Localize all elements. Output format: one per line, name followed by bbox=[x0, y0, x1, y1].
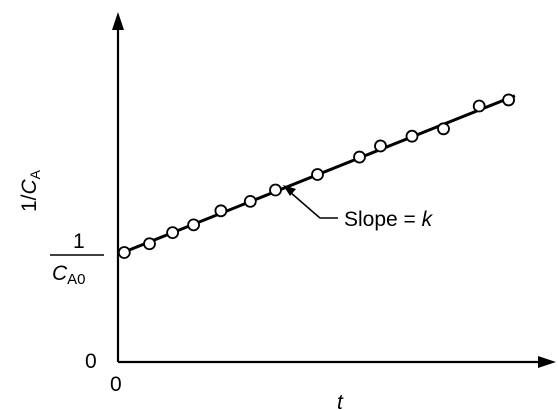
data-point-12 bbox=[472, 99, 486, 113]
slope-annotation-text: Slope = bbox=[344, 208, 422, 231]
slope-leader-line bbox=[289, 191, 338, 219]
intercept-denominator: CA0 bbox=[52, 262, 86, 288]
data-point-1 bbox=[143, 237, 156, 251]
y-axis-label-main: 1/ bbox=[18, 194, 41, 212]
y-tick-label-0: 0 bbox=[85, 350, 97, 373]
data-point-3 bbox=[187, 218, 201, 232]
data-point-9 bbox=[374, 139, 387, 153]
slope-annotation: Slope = k bbox=[344, 208, 434, 231]
x-axis-arrowhead bbox=[538, 356, 556, 368]
intercept-den-sub: A0 bbox=[67, 271, 85, 288]
data-point-6 bbox=[269, 183, 282, 197]
x-tick-label-0: 0 bbox=[110, 373, 122, 396]
slope-leader-arrowhead bbox=[283, 185, 296, 196]
data-point-5 bbox=[243, 194, 257, 208]
data-point-10 bbox=[405, 129, 419, 143]
y-axis-label-var: C bbox=[18, 178, 41, 194]
data-point-4 bbox=[214, 204, 228, 218]
data-point-11 bbox=[437, 122, 450, 136]
data-points bbox=[117, 93, 516, 259]
data-point-0 bbox=[117, 246, 131, 259]
intercept-numerator: 1 bbox=[73, 230, 85, 253]
y-axis-label-sub: A bbox=[27, 169, 43, 179]
x-axis-label: t bbox=[337, 391, 344, 410]
data-point-13 bbox=[502, 93, 516, 107]
data-point-8 bbox=[353, 150, 366, 164]
intercept-den-var: C bbox=[52, 262, 68, 285]
data-point-7 bbox=[311, 168, 324, 181]
data-point-2 bbox=[166, 226, 180, 240]
slope-annotation-var: k bbox=[422, 208, 434, 231]
y-axis-arrowhead bbox=[112, 12, 124, 30]
y-axis-label: 1/CA bbox=[18, 169, 43, 212]
